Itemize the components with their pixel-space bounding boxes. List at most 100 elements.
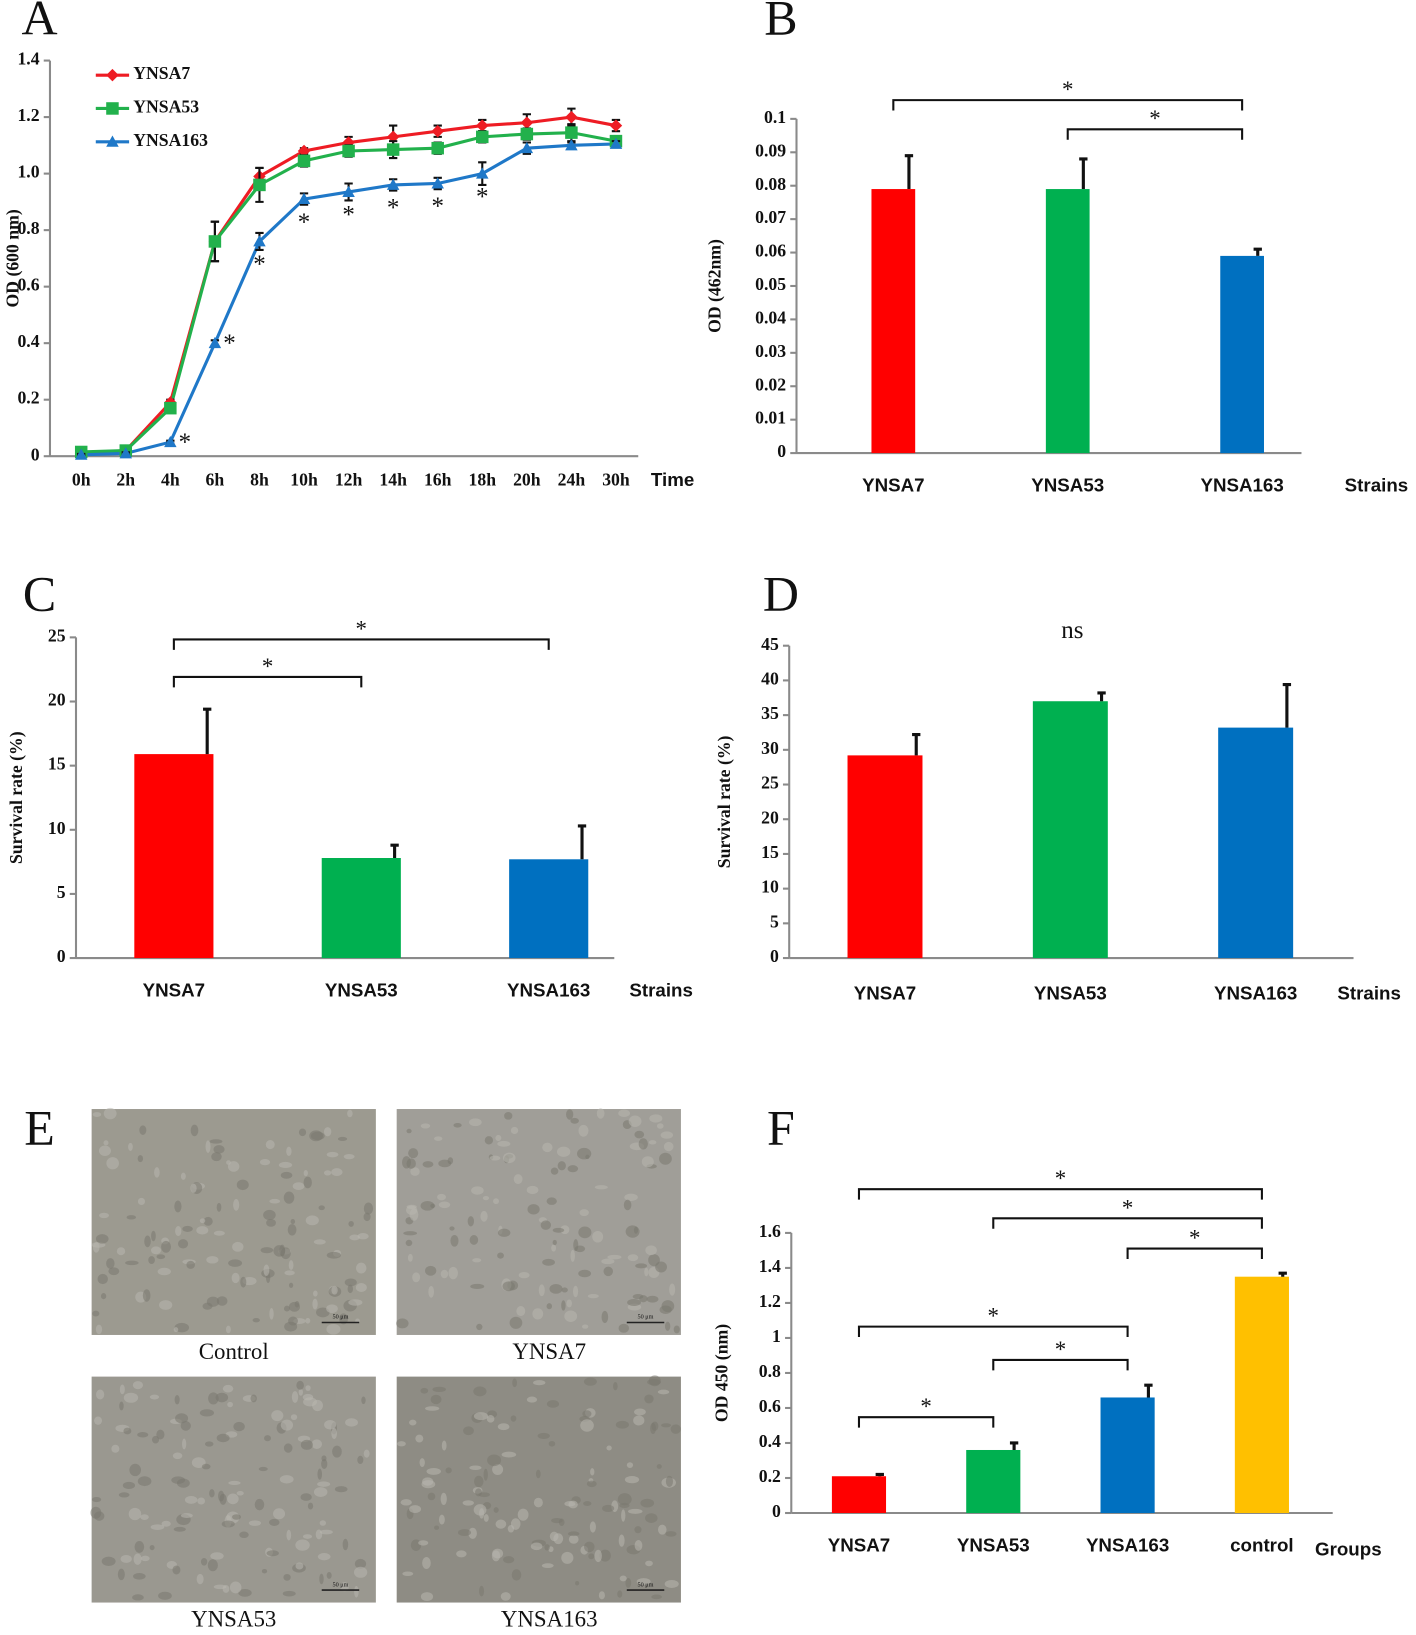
cell — [503, 1556, 515, 1564]
cell — [419, 1458, 425, 1468]
cell — [106, 1258, 115, 1269]
significance-label: * — [1055, 1337, 1066, 1362]
micrograph — [91, 1376, 376, 1603]
cell — [434, 1525, 440, 1530]
cell — [150, 1524, 165, 1530]
significance-label: * — [356, 616, 367, 641]
cell — [260, 1247, 274, 1254]
cell — [355, 1283, 367, 1292]
significance-marker: * — [253, 251, 265, 278]
y-tick-label: 0 — [770, 946, 779, 966]
cell — [221, 1520, 235, 1528]
cell — [420, 1592, 434, 1602]
x-tick-label: YNSA53 — [325, 979, 398, 1000]
cell — [311, 1439, 322, 1449]
cell — [210, 1552, 224, 1560]
cell — [232, 1514, 241, 1520]
cell — [199, 1409, 215, 1417]
cell — [606, 1445, 612, 1451]
cell — [634, 1539, 643, 1551]
cell — [546, 1400, 560, 1408]
cell — [473, 1412, 489, 1421]
cell — [661, 1423, 672, 1428]
significance-label: * — [1149, 106, 1160, 131]
cell — [590, 1468, 595, 1476]
significance-bracket — [1066, 128, 1244, 140]
cell — [480, 1210, 488, 1222]
cell — [120, 1555, 132, 1563]
cell — [551, 1517, 563, 1524]
y-tick-label: 1.2 — [17, 105, 39, 125]
cell — [530, 1542, 543, 1551]
cell — [144, 1235, 151, 1248]
bar — [966, 1449, 1021, 1514]
y-tick-label: 0.1 — [764, 107, 786, 127]
cell — [283, 1443, 293, 1453]
cell — [140, 1514, 149, 1520]
cell — [236, 1179, 249, 1191]
y-tick-label: 0.08 — [755, 174, 786, 194]
cell — [228, 1480, 241, 1486]
cell — [261, 1568, 268, 1574]
bar — [1220, 255, 1264, 454]
cell — [561, 1287, 568, 1293]
x-tick-label: YNSA163 — [1086, 1534, 1169, 1555]
marker — [520, 141, 534, 154]
cell — [583, 1501, 592, 1506]
cell — [561, 1551, 574, 1564]
significance-bracket — [892, 99, 1244, 111]
cell — [96, 1389, 105, 1400]
cell — [331, 1285, 338, 1295]
cell — [191, 1457, 206, 1468]
y-tick-label: 0.6 — [759, 1396, 781, 1416]
cell — [284, 1270, 295, 1276]
significance-marker: * — [431, 193, 443, 220]
cell — [354, 1585, 359, 1598]
y-tick-label: 0 — [31, 444, 40, 464]
cell — [250, 1394, 257, 1403]
cell — [645, 1560, 653, 1567]
significance-marker: * — [179, 429, 191, 456]
x-tick-label: 12h — [335, 469, 363, 489]
cell — [269, 1518, 280, 1526]
cell — [103, 1140, 109, 1146]
y-tick-label: 0.09 — [755, 140, 786, 160]
x-tick-label: YNSA163 — [1200, 474, 1283, 495]
x-tick-label: 8h — [250, 469, 269, 489]
cell — [300, 1439, 313, 1450]
y-tick-label: 0.8 — [759, 1361, 781, 1381]
cell — [640, 1498, 655, 1508]
cell — [171, 1476, 186, 1484]
cell — [357, 1455, 364, 1465]
cell — [467, 1216, 475, 1227]
cell — [326, 1304, 338, 1314]
marker — [565, 139, 578, 151]
legend-label: YNSA163 — [133, 130, 208, 150]
y-tick-label: 0.01 — [755, 408, 786, 428]
cell — [283, 1191, 295, 1204]
cell — [266, 1218, 276, 1227]
x-tick-label: 24h — [558, 469, 586, 489]
cell — [348, 1220, 354, 1227]
marker — [297, 154, 311, 168]
cell — [313, 1487, 328, 1497]
cell — [258, 1466, 268, 1472]
cell — [279, 1475, 294, 1484]
cell — [200, 1557, 208, 1566]
marker — [431, 124, 444, 138]
cell — [326, 1251, 342, 1259]
cell — [227, 1401, 233, 1408]
cell — [216, 1202, 222, 1212]
legend-marker — [106, 135, 119, 147]
cell — [405, 1239, 413, 1247]
cell — [172, 1452, 183, 1460]
marker — [342, 144, 355, 158]
cell — [409, 1208, 419, 1221]
cell — [537, 1432, 550, 1439]
cell — [117, 1568, 125, 1581]
cell — [173, 1526, 186, 1532]
cell — [149, 1394, 160, 1400]
cell — [406, 1128, 412, 1134]
x-axis-title: Time — [651, 469, 694, 490]
x-tick-label: control — [1230, 1534, 1293, 1555]
